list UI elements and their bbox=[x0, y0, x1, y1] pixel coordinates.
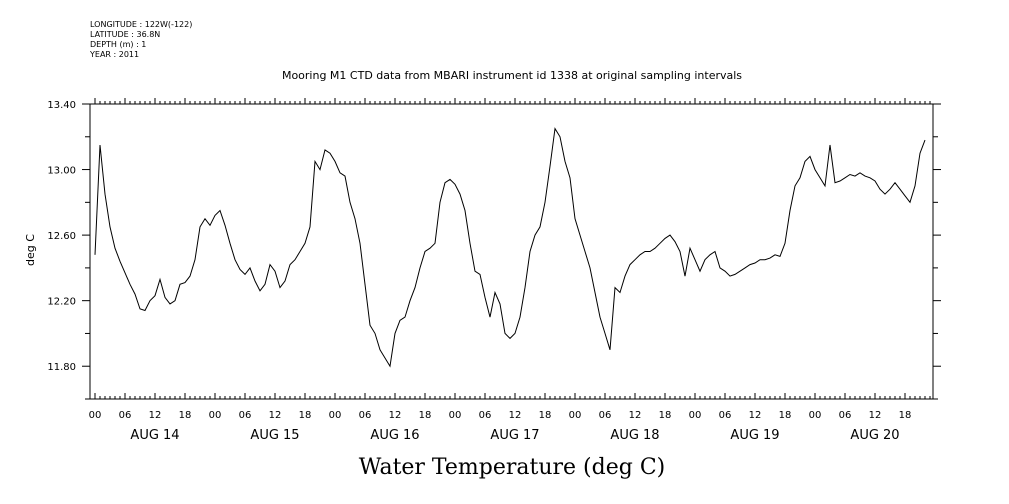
x-hour-label: 18 bbox=[419, 410, 432, 421]
x-hour-label: 18 bbox=[779, 410, 792, 421]
x-hour-label: 06 bbox=[359, 410, 372, 421]
day-labels: AUG 14 AUG 15 AUG 16 AUG 17 AUG 18 AUG 19 AUG … bbox=[130, 428, 899, 443]
x-hour-label: 06 bbox=[839, 410, 852, 421]
x-day-label: AUG 14 bbox=[130, 428, 179, 443]
x-hour-label: 12 bbox=[149, 410, 162, 421]
axis-ticks bbox=[82, 98, 941, 400]
x-hour-label: 12 bbox=[509, 410, 522, 421]
plot-frame bbox=[89, 103, 934, 400]
x-hour-label: 06 bbox=[719, 410, 732, 421]
y-axis-label: deg C bbox=[24, 234, 37, 266]
x-day-label: AUG 18 bbox=[610, 428, 659, 443]
x-hour-label: 12 bbox=[869, 410, 882, 421]
x-axis-title: Water Temperature (deg C) bbox=[359, 455, 666, 480]
longitude-label: LONGITUDE : 122W(-122) bbox=[90, 20, 193, 29]
x-day-label: AUG 16 bbox=[370, 428, 419, 443]
y-tick-label: 12.60 bbox=[47, 231, 76, 242]
x-hour-label: 00 bbox=[209, 410, 222, 421]
x-hour-label: 18 bbox=[179, 410, 192, 421]
chart-title: Mooring M1 CTD data from MBARI instrumen… bbox=[282, 69, 742, 82]
x-hour-label: 00 bbox=[569, 410, 582, 421]
x-hour-label: 06 bbox=[239, 410, 252, 421]
depth-label: DEPTH (m) : 1 bbox=[90, 40, 147, 49]
x-hour-label: 18 bbox=[659, 410, 672, 421]
x-hour-label: 18 bbox=[299, 410, 312, 421]
y-tick-labels: 11.80 12.20 12.60 13.00 13.40 bbox=[47, 100, 76, 373]
latitude-label: LATITUDE : 36.8N bbox=[90, 30, 161, 39]
year-label: YEAR : 2011 bbox=[90, 50, 140, 59]
x-hour-label: 18 bbox=[899, 410, 912, 421]
x-day-label: AUG 15 bbox=[250, 428, 299, 443]
y-tick-label: 13.40 bbox=[47, 100, 76, 111]
x-hour-label: 06 bbox=[479, 410, 492, 421]
x-hour-label: 12 bbox=[389, 410, 402, 421]
x-day-label: AUG 17 bbox=[490, 428, 539, 443]
y-tick-label: 11.80 bbox=[47, 362, 76, 373]
temperature-series-line bbox=[94, 127, 926, 368]
x-hour-label: 06 bbox=[599, 410, 612, 421]
metadata-block: LONGITUDE : 122W(-122) LATITUDE : 36.8N … bbox=[90, 20, 192, 60]
x-hour-label: 12 bbox=[269, 410, 282, 421]
x-hour-label: 00 bbox=[329, 410, 342, 421]
x-day-label: AUG 20 bbox=[850, 428, 899, 443]
x-hour-label: 12 bbox=[749, 410, 762, 421]
x-tick-labels: 00 06 12 18 00 06 12 18 00 06 12 18 00 06 12 18 00 06 12 18… bbox=[89, 410, 912, 421]
x-hour-label: 00 bbox=[89, 410, 102, 421]
y-tick-label: 12.20 bbox=[47, 297, 76, 308]
x-hour-label: 18 bbox=[539, 410, 552, 421]
y-tick-label: 13.00 bbox=[47, 166, 76, 177]
x-hour-label: 00 bbox=[689, 410, 702, 421]
x-hour-label: 06 bbox=[119, 410, 132, 421]
x-hour-label: 00 bbox=[809, 410, 822, 421]
x-hour-label: 12 bbox=[629, 410, 642, 421]
x-day-label: AUG 19 bbox=[730, 428, 779, 443]
x-hour-label: 00 bbox=[449, 410, 462, 421]
